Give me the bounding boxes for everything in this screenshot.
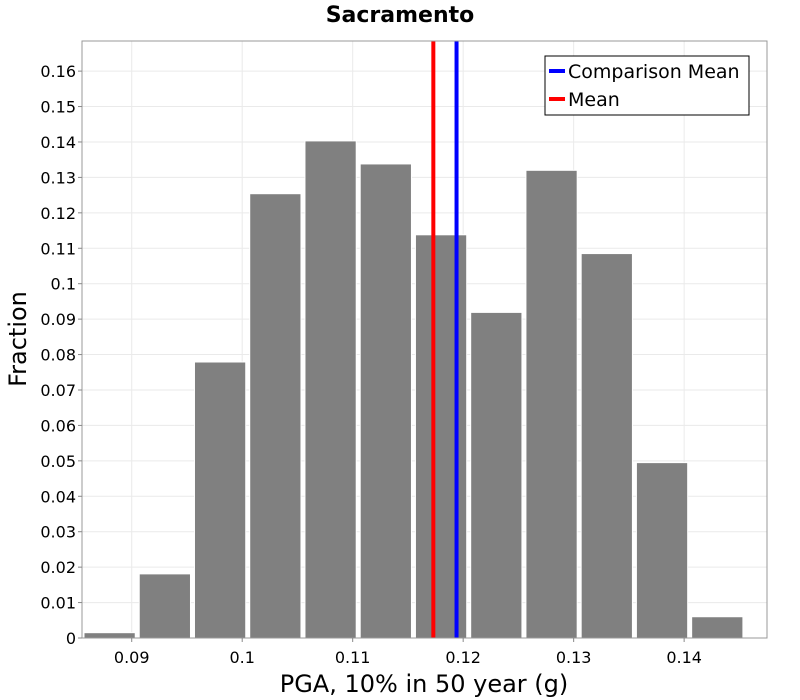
y-tick-label: 0.01 bbox=[40, 594, 76, 613]
y-tick-label: 0.16 bbox=[40, 62, 76, 81]
histogram-bar bbox=[83, 632, 136, 639]
histogram-bar bbox=[525, 169, 578, 639]
y-tick-label: 0.12 bbox=[40, 204, 76, 223]
histogram-bar bbox=[580, 253, 633, 639]
x-tick-label: 0.11 bbox=[335, 648, 371, 667]
bars bbox=[83, 140, 744, 639]
y-tick-label: 0.13 bbox=[40, 168, 76, 187]
y-tick-label: 0.11 bbox=[40, 239, 76, 258]
histogram-bar bbox=[359, 163, 412, 639]
y-tick-label: 0 bbox=[66, 629, 76, 648]
y-tick-label: 0.05 bbox=[40, 452, 76, 471]
y-tick-label: 0.06 bbox=[40, 416, 76, 435]
x-tick-label: 0.12 bbox=[445, 648, 481, 667]
y-tick-label: 0.09 bbox=[40, 310, 76, 329]
y-tick-label: 0.03 bbox=[40, 523, 76, 542]
histogram-bar bbox=[635, 462, 689, 639]
legend-label-mean: Mean bbox=[568, 89, 620, 111]
mean-lines bbox=[431, 41, 459, 638]
chart-title: Sacramento bbox=[326, 3, 475, 28]
histogram-bar bbox=[249, 193, 302, 639]
legend-box bbox=[544, 55, 750, 116]
histogram-bar bbox=[193, 361, 247, 639]
y-tick-label: 0.1 bbox=[51, 275, 76, 294]
legend-label-comparison-mean: Comparison Mean bbox=[568, 61, 740, 83]
y-tick-label: 0.04 bbox=[40, 487, 76, 506]
y-tick-label: 0.02 bbox=[40, 558, 76, 577]
histogram-bar bbox=[691, 616, 744, 639]
x-tick-label: 0.1 bbox=[229, 648, 254, 667]
histogram-bar bbox=[414, 234, 468, 639]
y-tick-label: 0.07 bbox=[40, 381, 76, 400]
x-tick-label: 0.13 bbox=[556, 648, 592, 667]
x-axis-label: PGA, 10% in 50 year (g) bbox=[280, 670, 569, 698]
histogram-bar bbox=[304, 140, 357, 639]
x-tick-label: 0.09 bbox=[114, 648, 150, 667]
y-tick-label: 0.14 bbox=[40, 133, 76, 152]
y-tick-label: 0.08 bbox=[40, 346, 76, 365]
histogram-bar bbox=[138, 573, 191, 639]
x-axis-ticks: 0.09 0.1 0.11 0.12 0.13 0.14 bbox=[114, 638, 702, 667]
plot-border bbox=[81, 40, 768, 639]
x-tick-label: 0.14 bbox=[666, 648, 702, 667]
y-tick-label: 0.15 bbox=[40, 98, 76, 117]
histogram-bar bbox=[470, 311, 523, 639]
legend: Comparison Mean Mean bbox=[544, 55, 750, 116]
y-axis-ticks: 0 0.01 0.02 0.03 0.04 0.05 0.06 0.07 0.08 0.09 0.1… bbox=[40, 62, 82, 648]
y-axis-label: Fraction bbox=[4, 291, 32, 387]
